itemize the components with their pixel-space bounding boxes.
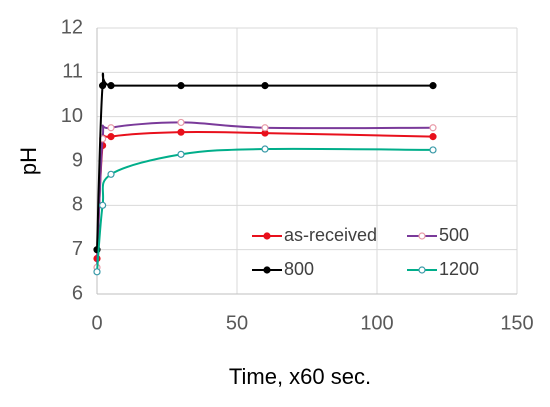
y-axis-label: pH [16, 147, 41, 175]
data-point [93, 268, 101, 276]
data-point [98, 82, 107, 90]
data-point [177, 128, 185, 136]
data-point [429, 124, 437, 132]
data-point [107, 124, 115, 132]
data-point [429, 133, 437, 141]
data-point [429, 82, 437, 90]
data-point [107, 133, 115, 141]
x-tick-label: 0 [91, 312, 102, 334]
data-point [429, 146, 437, 154]
legend-marker [263, 266, 271, 274]
data-point [177, 82, 185, 90]
y-tick-label: 6 [72, 282, 83, 304]
legend-label: as-received [284, 225, 377, 245]
legend-marker [418, 232, 426, 240]
x-tick-label: 50 [226, 312, 248, 334]
x-axis-label: Time, x60 sec. [229, 364, 371, 389]
legend-label: 500 [439, 225, 469, 245]
data-point [261, 124, 269, 132]
legend-label: 800 [284, 259, 314, 279]
y-tick-label: 10 [61, 105, 83, 127]
data-point [177, 118, 185, 127]
data-point [107, 82, 115, 90]
x-tick-label: 150 [500, 312, 533, 334]
legend-marker [263, 232, 271, 240]
data-point [98, 201, 107, 209]
data-point [261, 82, 269, 90]
y-tick-label: 7 [72, 238, 83, 260]
x-tick-label: 100 [360, 312, 393, 334]
data-point [107, 170, 115, 178]
series-line [96, 121, 434, 268]
data-point [177, 150, 185, 158]
data-point [261, 145, 269, 153]
y-tick-label: 11 [62, 61, 83, 83]
y-tick-label: 8 [72, 194, 83, 216]
legend-label: 1200 [439, 259, 479, 279]
legend-marker [418, 266, 426, 274]
series-line [96, 72, 433, 250]
y-tick-label: 12 [61, 16, 83, 38]
series-line [96, 147, 434, 272]
y-tick-label: 9 [72, 149, 83, 171]
